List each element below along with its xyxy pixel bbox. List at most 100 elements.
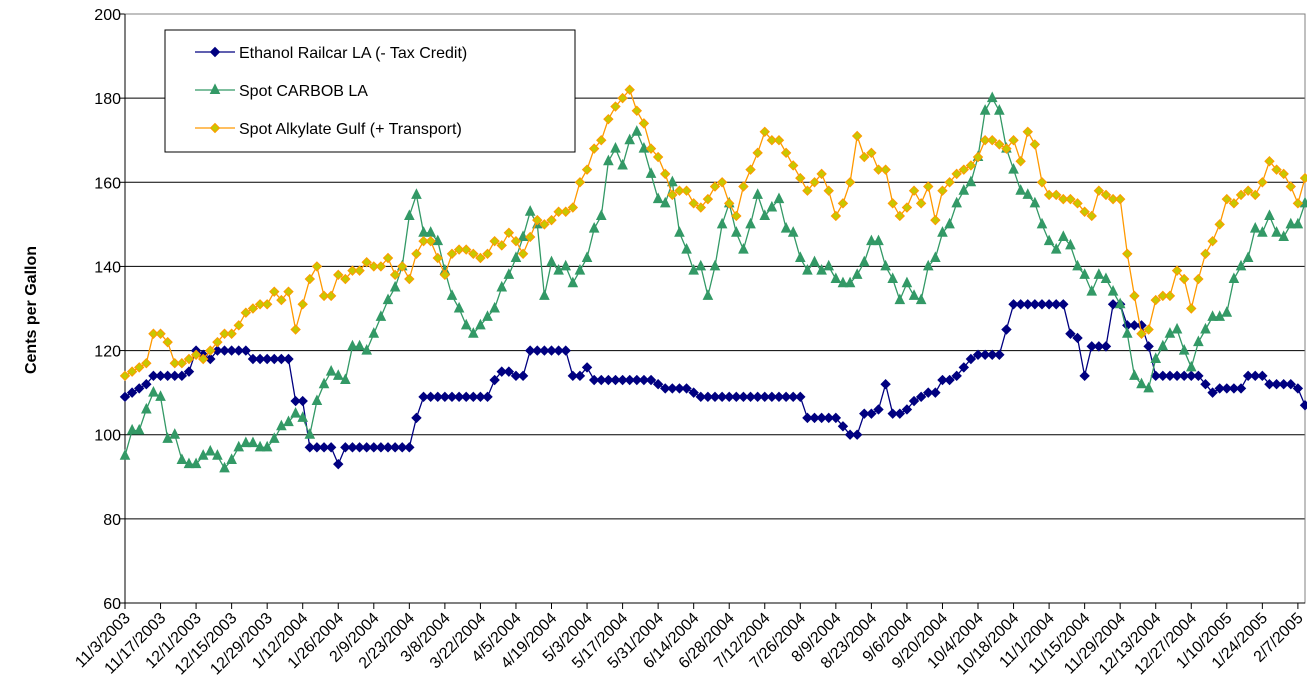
point bbox=[327, 291, 336, 300]
point bbox=[888, 199, 897, 208]
point bbox=[305, 275, 314, 284]
point bbox=[988, 93, 997, 102]
point bbox=[632, 126, 641, 135]
point bbox=[327, 366, 336, 375]
point bbox=[853, 430, 862, 439]
point bbox=[1237, 384, 1246, 393]
point bbox=[846, 178, 855, 187]
point bbox=[1073, 261, 1082, 270]
point bbox=[320, 379, 329, 388]
point bbox=[519, 371, 528, 380]
point bbox=[910, 290, 919, 299]
point bbox=[1094, 269, 1103, 278]
point bbox=[149, 387, 158, 396]
point bbox=[1037, 178, 1046, 187]
y-tick-label: 160 bbox=[94, 175, 121, 192]
point bbox=[412, 413, 421, 422]
point bbox=[135, 425, 144, 434]
point bbox=[1087, 286, 1096, 295]
point bbox=[995, 350, 1004, 359]
point bbox=[575, 178, 584, 187]
point bbox=[1180, 345, 1189, 354]
point bbox=[1144, 342, 1153, 351]
point bbox=[604, 115, 613, 124]
point bbox=[1080, 371, 1089, 380]
point bbox=[1045, 236, 1054, 245]
point bbox=[504, 269, 513, 278]
point bbox=[831, 274, 840, 283]
point bbox=[1286, 182, 1295, 191]
point bbox=[327, 443, 336, 452]
point bbox=[483, 392, 492, 401]
point bbox=[384, 295, 393, 304]
point bbox=[860, 257, 869, 266]
point bbox=[632, 106, 641, 115]
point bbox=[334, 460, 343, 469]
point bbox=[931, 253, 940, 262]
point bbox=[426, 227, 435, 236]
point bbox=[1293, 219, 1302, 228]
point bbox=[931, 388, 940, 397]
point bbox=[796, 392, 805, 401]
point bbox=[1201, 249, 1210, 258]
point bbox=[497, 282, 506, 291]
point bbox=[1030, 140, 1039, 149]
point bbox=[639, 119, 648, 128]
point bbox=[796, 253, 805, 262]
point bbox=[263, 300, 272, 309]
point bbox=[1272, 227, 1281, 236]
point bbox=[405, 443, 414, 452]
point bbox=[590, 223, 599, 232]
point bbox=[774, 194, 783, 203]
point bbox=[412, 249, 421, 258]
point bbox=[447, 290, 456, 299]
point bbox=[732, 227, 741, 236]
y-tick-label: 60 bbox=[103, 596, 121, 613]
point bbox=[888, 274, 897, 283]
point bbox=[604, 156, 613, 165]
point bbox=[177, 454, 186, 463]
point bbox=[312, 262, 321, 271]
y-tick-label: 100 bbox=[94, 428, 121, 445]
point bbox=[490, 303, 499, 312]
point bbox=[1201, 324, 1210, 333]
point bbox=[1109, 286, 1118, 295]
point bbox=[618, 160, 627, 169]
point bbox=[1229, 274, 1238, 283]
point bbox=[774, 136, 783, 145]
point bbox=[142, 404, 151, 413]
point bbox=[718, 219, 727, 228]
series bbox=[121, 300, 1307, 469]
point bbox=[412, 189, 421, 198]
point bbox=[391, 282, 400, 291]
point bbox=[568, 278, 577, 287]
point bbox=[227, 454, 236, 463]
point bbox=[782, 148, 791, 157]
point bbox=[661, 169, 670, 178]
point bbox=[739, 244, 748, 253]
point bbox=[675, 227, 684, 236]
point bbox=[1059, 231, 1068, 240]
point bbox=[1208, 237, 1217, 246]
point bbox=[561, 346, 570, 355]
point bbox=[824, 261, 833, 270]
point bbox=[931, 216, 940, 225]
y-axis-label: Cents per Gallon bbox=[23, 246, 40, 374]
point bbox=[746, 219, 755, 228]
point bbox=[298, 300, 307, 309]
point bbox=[1222, 307, 1231, 316]
point bbox=[1158, 341, 1167, 350]
point bbox=[455, 303, 464, 312]
point bbox=[647, 168, 656, 177]
point bbox=[284, 354, 293, 363]
point bbox=[1123, 328, 1132, 337]
point bbox=[206, 446, 215, 455]
point bbox=[355, 341, 364, 350]
point bbox=[789, 161, 798, 170]
point bbox=[1265, 210, 1274, 219]
point bbox=[1194, 275, 1203, 284]
point bbox=[1016, 185, 1025, 194]
point bbox=[838, 199, 847, 208]
point bbox=[1002, 325, 1011, 334]
